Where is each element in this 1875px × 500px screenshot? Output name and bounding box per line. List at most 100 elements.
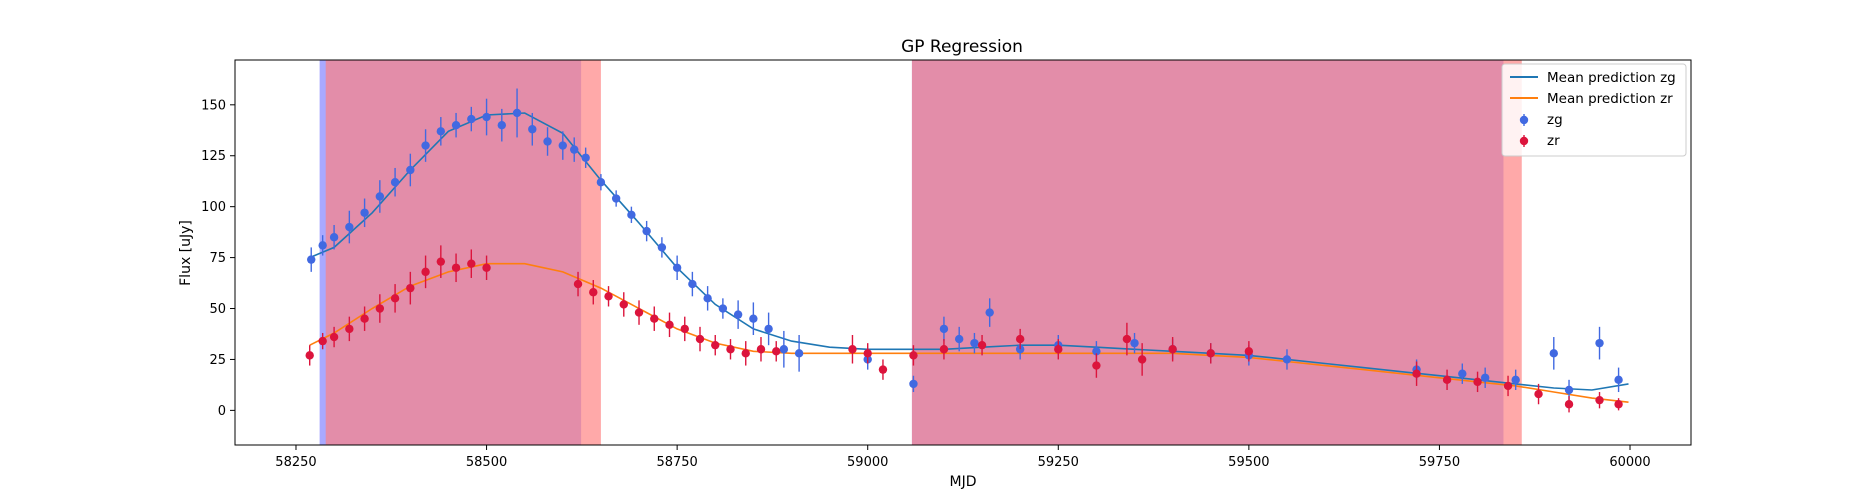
zg-point-51 bbox=[1511, 375, 1520, 385]
shaded-region-zr-1 bbox=[325, 60, 601, 445]
zr-point-42 bbox=[1442, 375, 1452, 385]
zg-point-25 bbox=[672, 263, 682, 272]
zr-point-38 bbox=[1168, 345, 1177, 354]
zg-point-33 bbox=[794, 349, 804, 358]
zg-point-29 bbox=[733, 310, 743, 319]
zg-point-1 bbox=[318, 241, 327, 250]
zr-point-21 bbox=[695, 334, 705, 344]
zg-point-3 bbox=[345, 222, 354, 232]
zr-point-3 bbox=[345, 324, 354, 334]
x-tick-label-58500: 58500 bbox=[466, 455, 507, 470]
y-tick-label-50: 50 bbox=[209, 302, 226, 317]
zr-point-8 bbox=[421, 267, 430, 277]
zg-point-16 bbox=[543, 137, 552, 146]
zg-point-54 bbox=[1595, 338, 1604, 348]
zr-point-24 bbox=[741, 349, 750, 358]
legend-label-mean-zg: Mean prediction zg bbox=[1547, 70, 1676, 86]
zg-point-26 bbox=[688, 279, 697, 289]
zg-point-5 bbox=[375, 192, 385, 201]
zr-point-9 bbox=[436, 257, 446, 266]
zr-point-34 bbox=[1054, 345, 1063, 354]
zr-point-36 bbox=[1122, 334, 1132, 344]
zr-point-27 bbox=[848, 345, 857, 354]
zg-point-53 bbox=[1564, 385, 1574, 395]
zr-point-15 bbox=[604, 292, 613, 301]
zg-point-22 bbox=[627, 210, 636, 220]
zg-point-52 bbox=[1549, 349, 1558, 358]
series-mean-prediction-zr bbox=[309, 262, 1629, 403]
zr-point-25 bbox=[756, 345, 766, 354]
zr-point-22 bbox=[711, 340, 720, 350]
y-tick-label-0: 0 bbox=[218, 404, 226, 419]
zg-point-37 bbox=[954, 334, 964, 344]
zr-point-1 bbox=[318, 336, 327, 346]
zr-point-12 bbox=[482, 263, 491, 272]
x-axis: 58250 58500 58750 59000 59250 59500 59750 60000 bbox=[275, 445, 1651, 470]
zg-point-24 bbox=[657, 243, 667, 252]
zr-point-29 bbox=[878, 365, 888, 374]
zg-point-10 bbox=[451, 120, 461, 130]
zg-point-2 bbox=[329, 233, 339, 242]
zr-point-40 bbox=[1244, 347, 1254, 356]
zr-point-33 bbox=[1015, 334, 1025, 344]
legend-label-zr: zr bbox=[1547, 133, 1560, 149]
zg-point-18 bbox=[570, 145, 579, 154]
zr-point-26 bbox=[772, 347, 781, 356]
y-tick-label-100: 100 bbox=[201, 200, 226, 215]
zg-point-21 bbox=[611, 194, 621, 203]
series-zr bbox=[305, 245, 1623, 413]
zg-point-4 bbox=[360, 208, 369, 217]
zg-point-30 bbox=[749, 314, 758, 323]
zg-point-55 bbox=[1614, 375, 1623, 385]
zr-point-16 bbox=[619, 300, 628, 309]
zr-point-0 bbox=[305, 351, 314, 360]
zg-point-19 bbox=[581, 153, 590, 162]
zg-point-23 bbox=[642, 226, 651, 236]
chart-title: GP Regression bbox=[901, 37, 1023, 57]
legend-marker-3 bbox=[1519, 136, 1529, 146]
zg-point-35 bbox=[909, 379, 918, 389]
legend-marker-2 bbox=[1519, 115, 1529, 125]
x-tick-label-59250: 59250 bbox=[1038, 455, 1079, 470]
zg-point-12 bbox=[482, 112, 491, 122]
zg-point-47 bbox=[1282, 355, 1292, 364]
zg-point-6 bbox=[390, 178, 400, 187]
zg-point-13 bbox=[497, 120, 507, 130]
zg-point-0 bbox=[307, 255, 316, 264]
legend-box bbox=[1501, 63, 1687, 157]
zr-point-7 bbox=[406, 283, 415, 293]
zr-point-17 bbox=[634, 308, 644, 317]
zr-point-20 bbox=[680, 324, 689, 334]
zr-point-44 bbox=[1503, 381, 1513, 391]
zg-point-20 bbox=[596, 178, 606, 187]
x-tick-label-58250: 58250 bbox=[275, 455, 316, 470]
zg-point-8 bbox=[421, 141, 430, 150]
zg-point-15 bbox=[528, 125, 537, 134]
x-tick-label-59500: 59500 bbox=[1228, 455, 1269, 470]
zr-point-32 bbox=[977, 340, 987, 350]
y-tick-label-150: 150 bbox=[201, 98, 226, 113]
zr-point-43 bbox=[1473, 377, 1482, 387]
zr-point-2 bbox=[329, 332, 339, 342]
zr-point-37 bbox=[1137, 355, 1147, 364]
zg-point-7 bbox=[406, 165, 415, 175]
zg-point-39 bbox=[985, 308, 994, 317]
zr-point-48 bbox=[1614, 400, 1623, 409]
zr-point-46 bbox=[1564, 400, 1574, 409]
zr-point-28 bbox=[863, 349, 872, 358]
zg-point-31 bbox=[764, 324, 773, 334]
zr-point-13 bbox=[573, 279, 583, 289]
zg-point-36 bbox=[939, 324, 949, 334]
y-axis-label: Flux [uJy] bbox=[178, 220, 194, 286]
x-tick-label-58750: 58750 bbox=[656, 455, 697, 470]
zr-point-23 bbox=[726, 345, 735, 354]
series-layer bbox=[305, 88, 1629, 413]
zg-point-14 bbox=[512, 108, 522, 118]
zr-point-30 bbox=[909, 351, 918, 360]
y-tick-label-25: 25 bbox=[209, 353, 226, 368]
shaded-regions bbox=[319, 60, 1522, 445]
x-tick-label-59750: 59750 bbox=[1419, 455, 1460, 470]
zr-point-31 bbox=[939, 345, 949, 354]
zg-point-27 bbox=[703, 294, 712, 303]
